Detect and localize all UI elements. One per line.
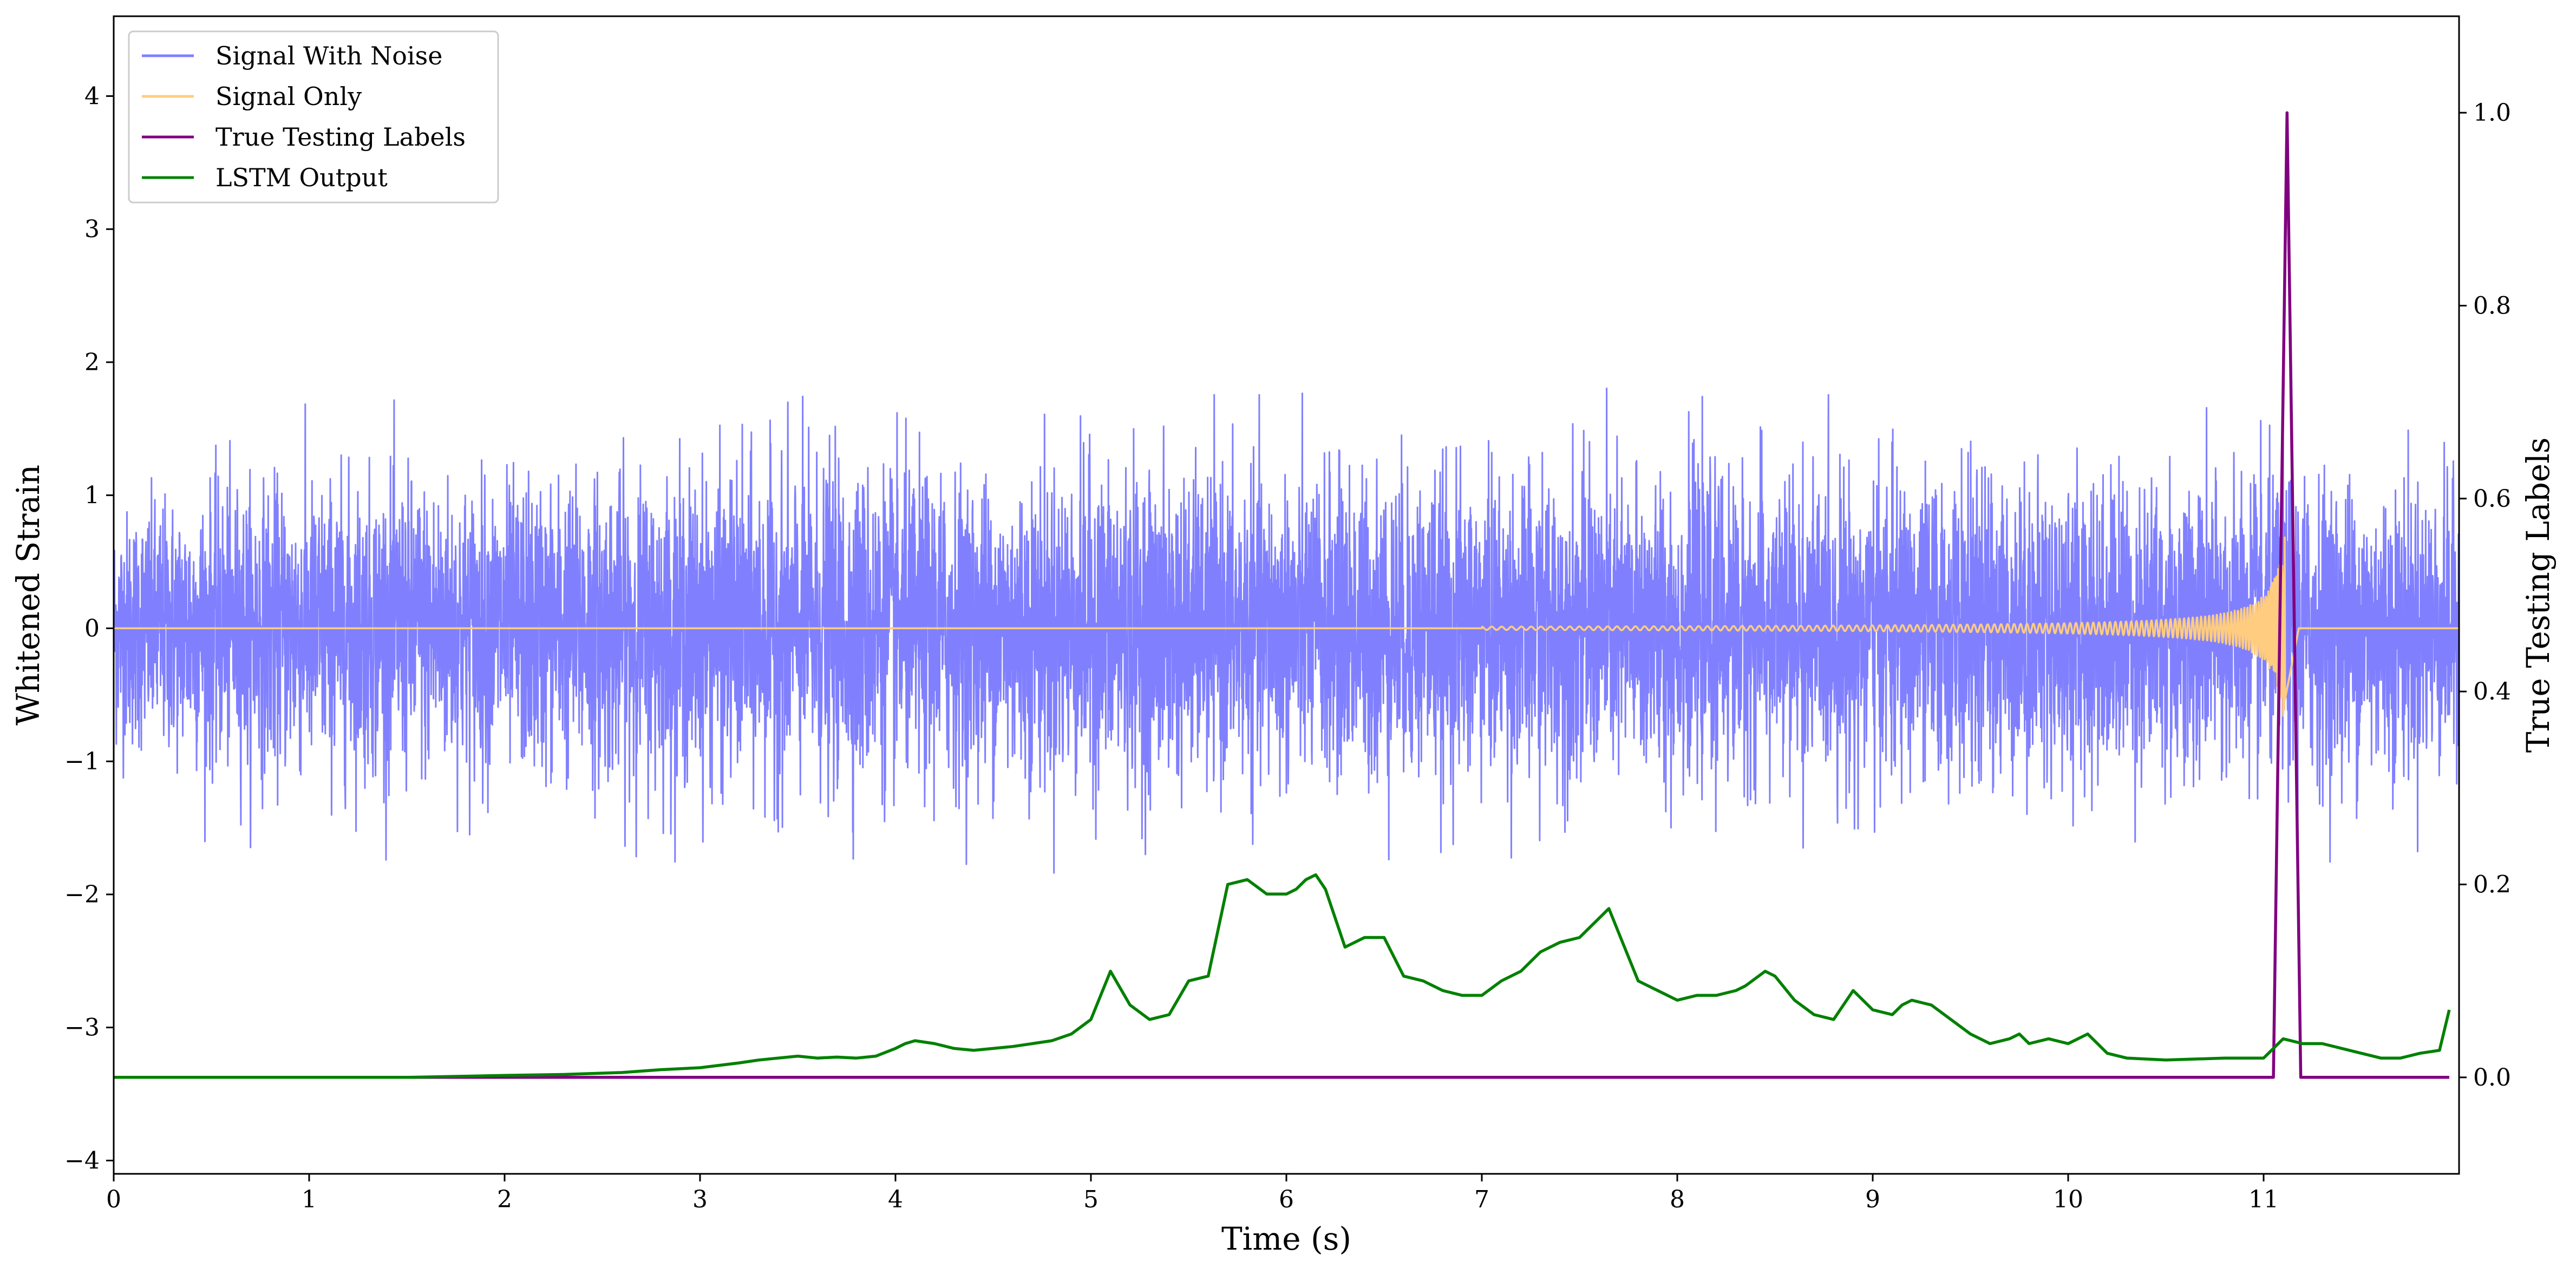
legend-label-true-testing-labels: True Testing Labels (215, 122, 466, 152)
y2-axis: 0.0 0.2 0.4 0.6 0.8 1.0 (2459, 99, 2511, 1092)
y2-tick-label: 1.0 (2473, 99, 2511, 127)
y2-tick-label: 0.4 (2473, 678, 2511, 705)
y-axis-label: Whitened Strain (10, 465, 47, 726)
y2-tick-label: 0.6 (2473, 485, 2511, 513)
legend-label-signal-only: Signal Only (215, 82, 362, 111)
x-tick-label: 8 (1670, 1186, 1685, 1213)
x-tick-label: 4 (888, 1186, 903, 1213)
y2-axis-label: True Testing Labels (2520, 437, 2557, 753)
y2-tick-label: 0.2 (2473, 871, 2511, 899)
x-tick-label: 3 (692, 1186, 708, 1213)
x-tick-label: 11 (2248, 1186, 2279, 1213)
y2-tick-label: 0.0 (2473, 1064, 2511, 1092)
x-axis-label: Time (s) (1221, 1220, 1351, 1257)
series-layer (114, 111, 2459, 1079)
y2-tick-label: 0.8 (2473, 292, 2511, 320)
y-tick-label: −2 (64, 881, 100, 909)
x-tick-label: 7 (1474, 1186, 1489, 1213)
legend: Signal With Noise Signal Only True Testing… (128, 30, 499, 204)
y-axis: −4 −3 −2 −1 0 1 2 3 4 (64, 82, 114, 1174)
series-line-signal-only (114, 536, 2459, 717)
legend-label-signal-with-noise: Signal With Noise (215, 41, 442, 70)
legend-box (128, 30, 499, 204)
x-tick-label: 5 (1083, 1186, 1099, 1213)
y-tick-label: −3 (64, 1014, 100, 1042)
x-axis: 0 1 2 3 4 5 6 7 8 9 10 11 (106, 1174, 2279, 1213)
legend-label-lstm-output: LSTM Output (215, 163, 388, 192)
y-tick-label: 1 (84, 482, 100, 509)
x-tick-label: 10 (2053, 1186, 2083, 1213)
y-tick-label: 0 (84, 615, 100, 642)
series-line-lstm-output (114, 873, 2451, 1079)
x-tick-label: 0 (106, 1186, 121, 1213)
y-tick-label: −4 (64, 1147, 100, 1174)
y-tick-label: 3 (84, 215, 100, 243)
legend-entries: Signal With Noise Signal Only True Testing… (142, 41, 466, 192)
series-line-signal-with-noise (114, 387, 2459, 874)
y-tick-label: 2 (84, 349, 100, 376)
x-tick-label: 1 (302, 1186, 317, 1213)
x-tick-label: 6 (1279, 1186, 1294, 1213)
y-tick-label: −1 (64, 748, 100, 775)
x-tick-label: 2 (497, 1186, 512, 1213)
x-tick-label: 9 (1865, 1186, 1880, 1213)
y-tick-label: 4 (84, 82, 100, 110)
series-line-true-testing-labels (114, 111, 2449, 1079)
